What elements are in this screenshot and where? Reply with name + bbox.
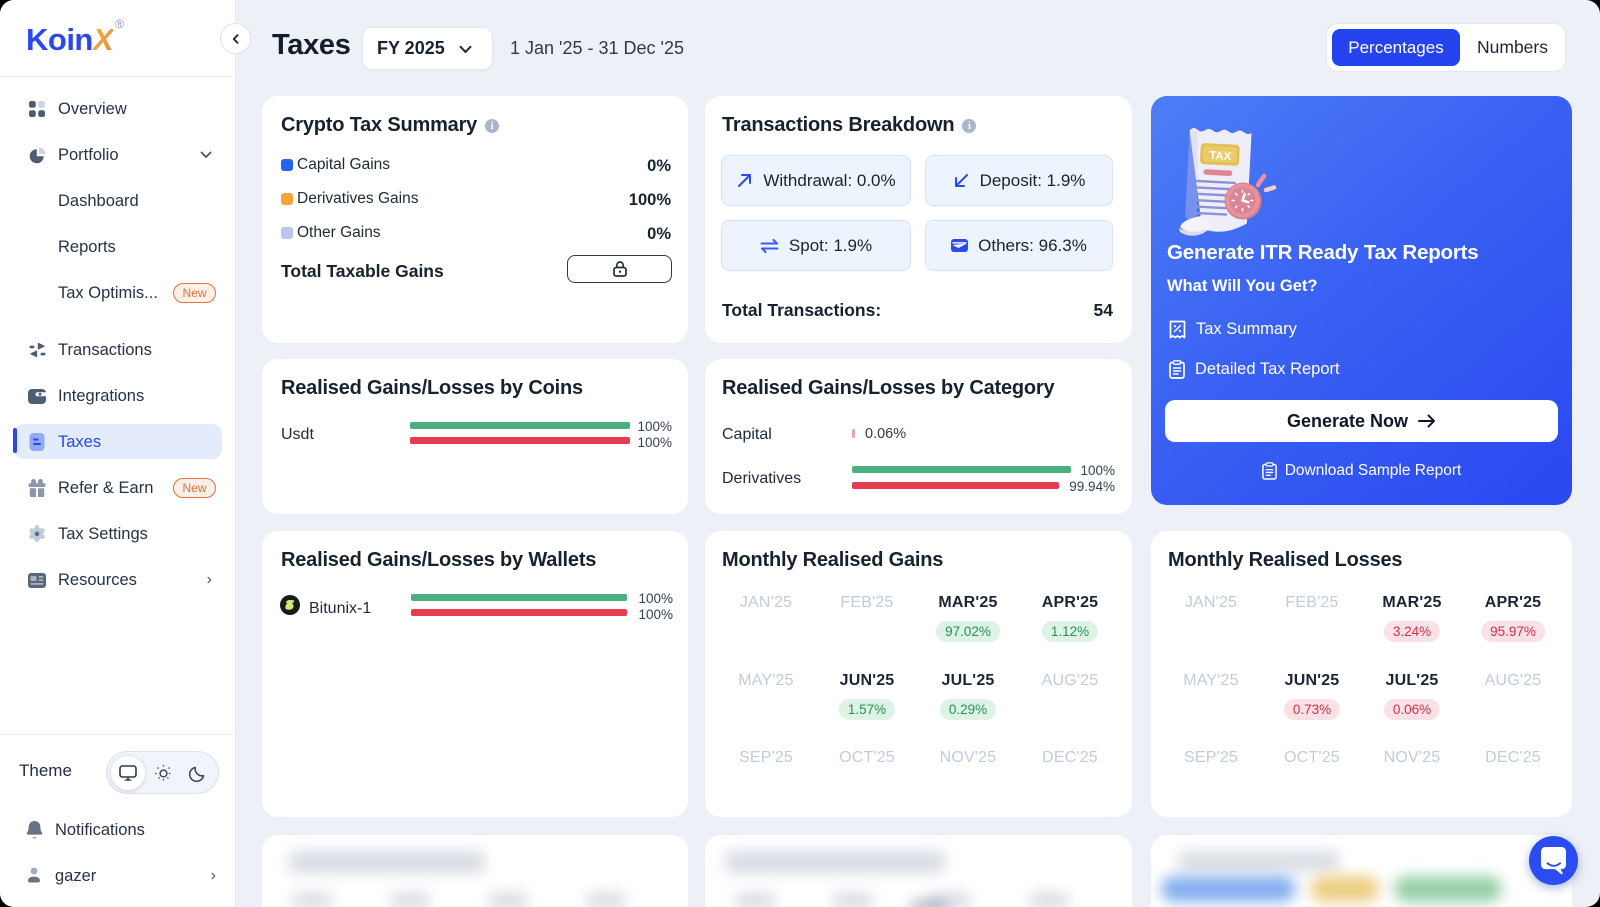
svg-text:TAX: TAX: [1209, 150, 1232, 163]
